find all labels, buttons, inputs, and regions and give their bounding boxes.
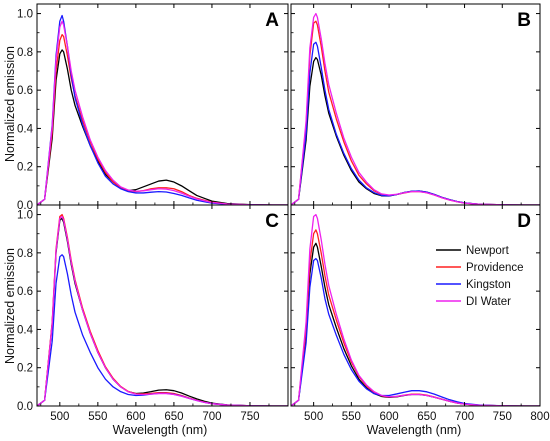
panel-c: 500 550 600 650 700 750 0.0 0.2 0.4 0.6 0.8 1.0 C [17,204,289,423]
x-tick-label: 700 [455,411,474,423]
x-tick-label: 750 [493,411,512,423]
panel-b: B [290,3,541,206]
series-line-kingston [291,41,540,205]
x-tick-label: 700 [202,411,221,423]
panel-letter: A [265,10,279,31]
x-tick-label: 600 [126,411,145,423]
legend-label: Newport [466,245,510,257]
series-group [37,213,288,406]
panel-frame [36,204,289,407]
panel-letter: B [517,10,531,31]
series-line-di-water [37,215,288,406]
legend-label: Providence [466,262,524,274]
y-tick-label: 0.4 [17,324,34,336]
series-line-di-water [291,12,540,205]
y-tick-label: 0.8 [17,248,33,260]
legend-item-providence: Providence [436,262,524,274]
y-axis-label-bottom: Normalized emission [3,248,17,364]
x-tick-label: 500 [304,411,323,423]
y-axis-label-top: Normalized emission [3,46,17,162]
legend-item-newport: Newport [436,245,510,257]
series-group [291,12,540,205]
y-tick-label: 0.4 [17,123,34,135]
series-line-newport [37,49,288,205]
legend: Newport Providence Kingston DI Water [436,245,524,308]
series-group [37,14,288,205]
y-tick-label: 0.8 [17,47,33,59]
x-tick-label: 650 [164,411,183,423]
legend-label: DI Water [466,296,511,308]
panel-frame [290,204,541,407]
x-tick-label: 500 [50,411,69,423]
y-tick-label: 0.6 [17,286,33,298]
x-axis-label-right: Wavelength (nm) [367,423,462,437]
y-tick-label: 0.2 [17,162,33,174]
labels-layer: Normalized emission Normalized emission … [3,46,461,437]
legend-item-kingston: Kingston [436,279,511,291]
x-axis-label-left: Wavelength (nm) [113,423,208,437]
series-group [291,213,540,406]
y-tick-label: 1.0 [17,9,33,21]
y-tick-label: 1.0 [17,210,33,222]
panel-letter: D [517,211,531,232]
panel-a: 0.0 0.2 0.4 0.6 0.8 1.0 A [17,3,289,212]
x-tick-label: 550 [88,411,107,423]
x-tick-label: 550 [342,411,361,423]
legend-item-di-water: DI Water [436,296,511,308]
y-tick-label: 0.0 [17,401,33,413]
series-line-di-water [37,20,288,205]
series-line-kingston [291,257,540,406]
y-tick-label: 0.0 [17,200,33,212]
x-tick-label: 600 [379,411,398,423]
series-line-providence [37,33,288,205]
series-line-di-water [291,213,540,406]
x-tick-label: 650 [417,411,436,423]
x-tick-label: 750 [240,411,259,423]
panels-layer: 0.0 0.2 0.4 0.6 0.8 1.0 A B 500 550 600 650 700 750 0.… [17,3,550,423]
y-tick-label: 0.6 [17,85,33,97]
y-tick-label: 0.2 [17,363,33,375]
x-tick-label: 800 [530,411,549,423]
series-line-kingston [37,14,288,205]
panel-d: 500 550 600 650 700 750 800 D [290,204,550,423]
panel-letter: C [265,211,279,232]
legend-label: Kingston [466,279,511,291]
